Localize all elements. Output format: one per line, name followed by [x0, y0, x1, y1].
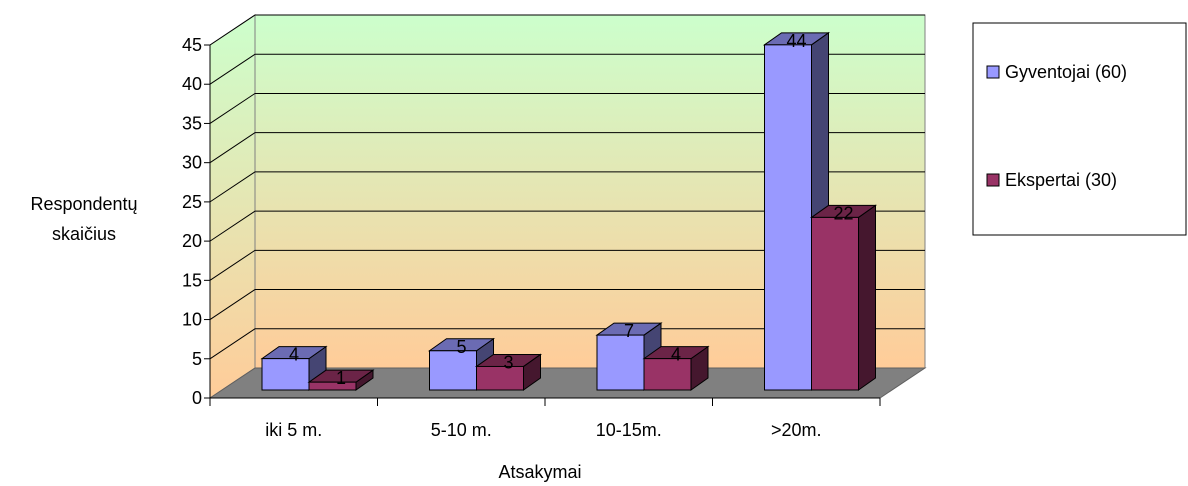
gridline: [209, 328, 925, 360]
data-label: 7: [624, 321, 634, 341]
gridline: [209, 249, 925, 281]
gridline: [209, 171, 925, 203]
data-label: 1: [336, 368, 346, 388]
x-tick-label: iki 5 m.: [265, 420, 322, 440]
data-label: 44: [786, 31, 806, 51]
y-tick-label: 15: [182, 270, 202, 290]
data-label: 3: [503, 352, 513, 372]
y-tick-label: 30: [182, 153, 202, 173]
y-tick-label: 5: [192, 349, 202, 369]
bar: [260, 345, 328, 391]
gridline: [209, 132, 925, 164]
legend-swatch: [986, 65, 1000, 79]
x-tick-label: >20m.: [771, 420, 822, 440]
gridline: [209, 53, 925, 85]
gridline: [209, 210, 925, 242]
y-tick-label: 35: [182, 113, 202, 133]
legend-box: [972, 22, 1187, 236]
gridline: [209, 289, 925, 320]
bar: [642, 345, 710, 391]
legend-swatch: [986, 173, 1000, 187]
y-tick-label: 20: [182, 231, 202, 251]
data-label: 4: [671, 345, 681, 365]
data-label: 22: [833, 203, 853, 223]
side-wall: [209, 14, 256, 399]
y-tick-label: 40: [182, 74, 202, 94]
data-label: 5: [456, 337, 466, 357]
gridline: [209, 14, 925, 46]
legend-entry: Gyventojai (60): [1005, 62, 1127, 82]
y-tick-label: 0: [192, 388, 202, 408]
y-axis-title: skaičius: [52, 224, 116, 244]
labels: iki 5 m. 5-10 m. 10-15m. >20m.4153744422Res…: [30, 31, 853, 482]
x-axis-title: Atsakymai: [498, 462, 581, 482]
bar: [307, 369, 375, 391]
x-tick-label: 5-10 m.: [431, 420, 492, 440]
legend-entry: Ekspertai (30): [1005, 170, 1117, 190]
bars: [260, 31, 878, 391]
gridlines: [209, 14, 925, 360]
gridline: [209, 92, 925, 124]
y-tick-label: 10: [182, 310, 202, 330]
data-label: 4: [289, 345, 299, 365]
x-tick-label: 10-15m.: [596, 420, 662, 440]
y-tick-label: 45: [182, 35, 202, 55]
legend: Gyventojai (60) Ekspertai (30): [972, 22, 1187, 236]
bar: [809, 204, 878, 391]
y-tick-label: 25: [182, 192, 202, 212]
y-axis-title: Respondentų: [30, 194, 137, 214]
bar: [474, 353, 543, 391]
